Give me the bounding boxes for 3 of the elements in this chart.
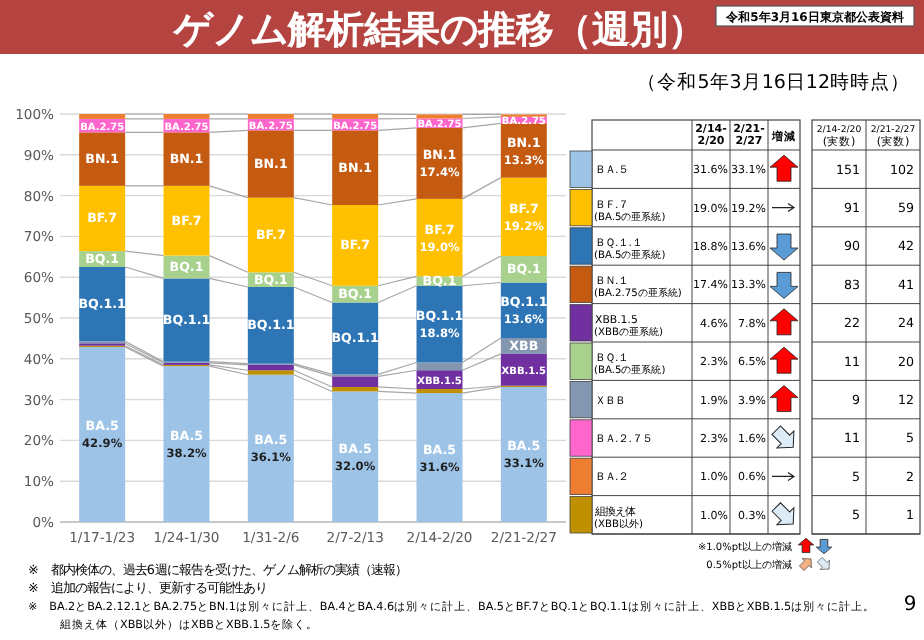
text: （令和5年3月16日12時時点） [637, 70, 910, 94]
chart-title: ゲノム解析結果の推移（週別） [172, 8, 706, 52]
text: 9 [903, 594, 917, 616]
